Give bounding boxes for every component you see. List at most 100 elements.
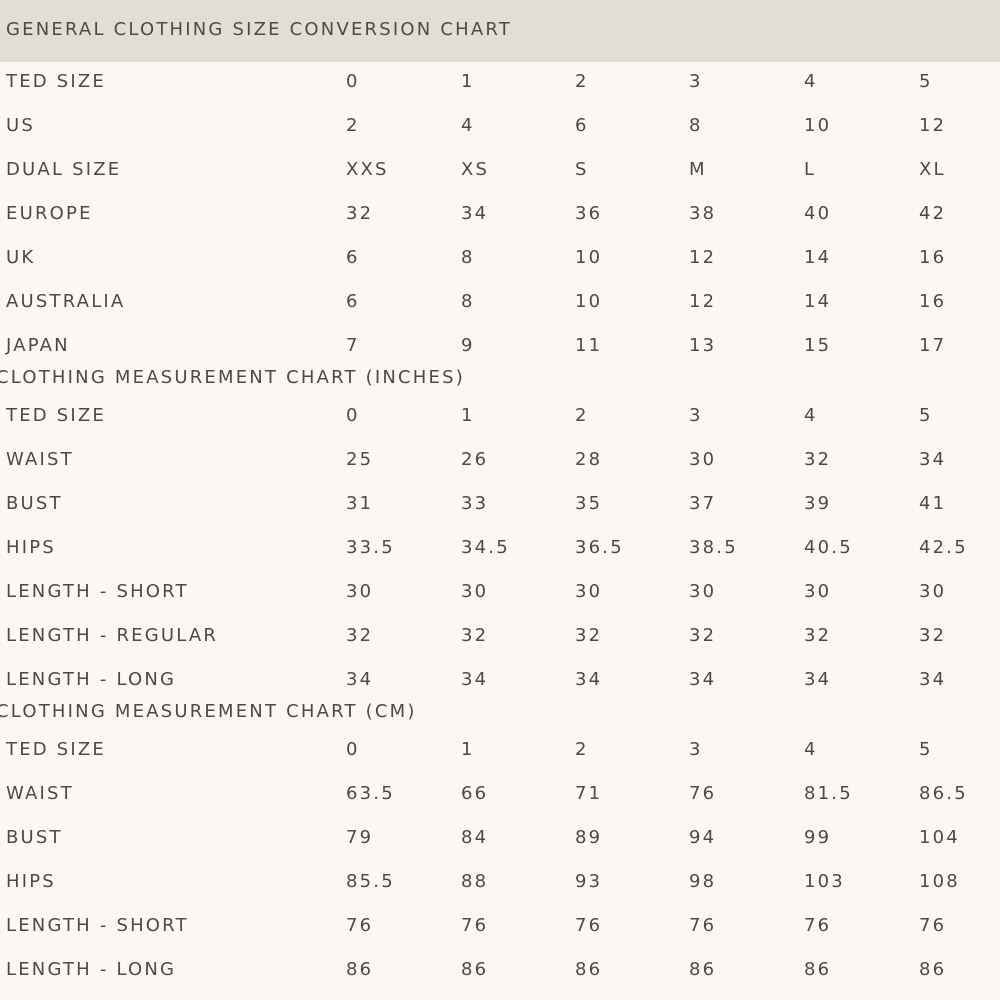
cell: 86	[919, 959, 947, 980]
cell: 16	[919, 291, 947, 312]
cell: 86	[575, 959, 603, 980]
cell: 34	[919, 669, 947, 690]
cell: 32	[461, 625, 489, 646]
row-label: LENGTH - LONG	[6, 959, 177, 980]
row-label: LENGTH - SHORT	[6, 915, 189, 936]
cell: L	[804, 159, 817, 180]
cell: 5	[919, 739, 933, 760]
cell: 108	[919, 871, 960, 892]
cell: 36.5	[575, 537, 624, 558]
cell: 32	[919, 625, 947, 646]
row-label: JAPAN	[6, 335, 70, 356]
cell: 5	[919, 71, 933, 92]
cell: 42.5	[919, 537, 968, 558]
row-label: AUSTRALIA	[6, 291, 126, 312]
cell: 71	[575, 783, 603, 804]
cell: 32	[804, 449, 832, 470]
row-label: LENGTH - LONG	[6, 669, 177, 690]
cell: 34	[689, 669, 717, 690]
cell: 12	[919, 115, 947, 136]
row-label: WAIST	[6, 783, 74, 804]
cell: 94	[689, 827, 717, 848]
cell: 30	[689, 449, 717, 470]
cell: 5	[919, 405, 933, 426]
cell: 34	[575, 669, 603, 690]
cell: 42	[919, 203, 947, 224]
row-label: HIPS	[6, 871, 56, 892]
cell: 88	[461, 871, 489, 892]
cell: XL	[919, 159, 946, 180]
row-label: WAIST	[6, 449, 74, 470]
row-label: LENGTH - REGULAR	[6, 625, 219, 646]
cell: 15	[804, 335, 832, 356]
cell: 33.5	[346, 537, 395, 558]
cell: 12	[689, 247, 717, 268]
cell: 1	[461, 71, 475, 92]
cell: 41	[919, 493, 947, 514]
row-label: BUST	[6, 493, 63, 514]
cell: 86	[461, 959, 489, 980]
cell: 103	[804, 871, 845, 892]
cell: 86.5	[919, 783, 968, 804]
cell: 16	[919, 247, 947, 268]
cell: 34	[346, 669, 374, 690]
cell: 85.5	[346, 871, 395, 892]
cell: 6	[575, 115, 589, 136]
cell: 39	[804, 493, 832, 514]
row-label: DUAL SIZE	[6, 159, 122, 180]
cell: 40.5	[804, 537, 853, 558]
cell: 30	[461, 581, 489, 602]
cell: 2	[346, 115, 360, 136]
cell: 76	[919, 915, 947, 936]
row-label: TED SIZE	[6, 71, 106, 92]
cell: S	[575, 159, 589, 180]
cell: 32	[575, 625, 603, 646]
cell: 12	[689, 291, 717, 312]
row-label: TED SIZE	[6, 405, 106, 426]
cell: 6	[346, 247, 360, 268]
cell: 30	[689, 581, 717, 602]
cell: 8	[461, 291, 475, 312]
cell: 38.5	[689, 537, 738, 558]
section-title: CLOTHING MEASUREMENT CHART (INCHES)	[0, 367, 465, 388]
cell: XS	[461, 159, 490, 180]
cell: 14	[804, 291, 832, 312]
cell: 31	[346, 493, 374, 514]
cell: 86	[346, 959, 374, 980]
row-label: BUST	[6, 827, 63, 848]
cell: 3	[689, 739, 703, 760]
cell: 37	[689, 493, 717, 514]
row-label: HIPS	[6, 537, 56, 558]
cell: 35	[575, 493, 603, 514]
row-label: TED SIZE	[6, 739, 106, 760]
cell: 26	[461, 449, 489, 470]
cell: 32	[804, 625, 832, 646]
cell: 32	[346, 203, 374, 224]
cell: 34.5	[461, 537, 510, 558]
cell: 84	[461, 827, 489, 848]
cell: 76	[804, 915, 832, 936]
cell: 38	[689, 203, 717, 224]
cell: 9	[461, 335, 475, 356]
cell: 104	[919, 827, 960, 848]
cell: 3	[689, 71, 703, 92]
cell: 89	[575, 827, 603, 848]
cell: 81.5	[804, 783, 853, 804]
cell: 2	[575, 405, 589, 426]
cell: 76	[575, 915, 603, 936]
cell: 34	[461, 669, 489, 690]
cell: 14	[804, 247, 832, 268]
cell: 36	[575, 203, 603, 224]
cell: 30	[575, 581, 603, 602]
cell: 0	[346, 71, 360, 92]
cell: 30	[919, 581, 947, 602]
cell: 86	[804, 959, 832, 980]
cell: M	[689, 159, 707, 180]
cell: 17	[919, 335, 947, 356]
cell: 98	[689, 871, 717, 892]
cell: 4	[461, 115, 475, 136]
cell: 4	[804, 71, 818, 92]
cell: 93	[575, 871, 603, 892]
header-title: GENERAL CLOTHING SIZE CONVERSION CHART	[6, 19, 512, 40]
cell: 4	[804, 405, 818, 426]
